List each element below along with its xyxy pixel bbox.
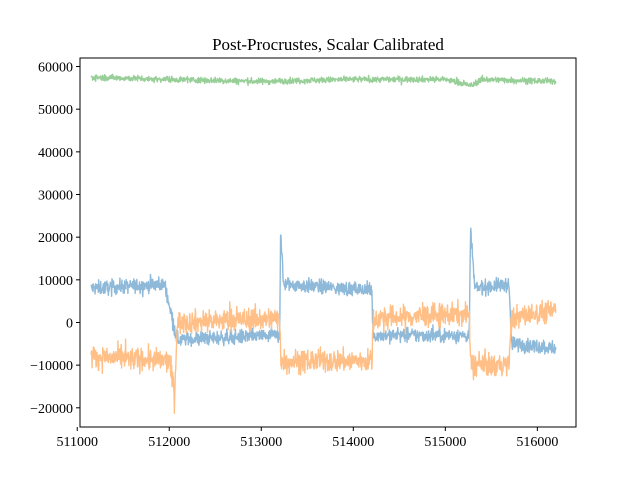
y-tick-label: 60000 xyxy=(38,61,73,76)
x-tick-label: 513000 xyxy=(240,435,282,450)
y-tick-label: 20000 xyxy=(38,231,73,246)
y-tick-label: 0 xyxy=(66,316,73,331)
plot-lines xyxy=(90,73,557,415)
y-tick-label: 40000 xyxy=(38,146,73,161)
chart-title: Post-Procrustes, Scalar Calibrated xyxy=(212,35,444,54)
x-tick-label: 515000 xyxy=(424,435,466,450)
x-axis: 511000 512000 513000 514000 515000 516000 xyxy=(56,427,558,450)
y-tick-label: 50000 xyxy=(38,103,73,118)
x-tick-label: 511000 xyxy=(56,435,97,450)
x-tick-label: 512000 xyxy=(148,435,190,450)
plot-frame xyxy=(79,57,577,428)
y-tick-label: 30000 xyxy=(38,189,73,204)
x-tick-label: 516000 xyxy=(516,435,558,450)
y-tick-label: −10000 xyxy=(30,359,73,374)
y-tick-label: −20000 xyxy=(30,402,73,417)
series-line-1 xyxy=(90,227,557,355)
y-axis: −20000 −10000 0 10000 20000 30000 40000 50000 60… xyxy=(30,61,80,417)
series-line-3 xyxy=(90,73,557,88)
x-tick-label: 514000 xyxy=(332,435,374,450)
series-line-2 xyxy=(90,298,557,415)
y-tick-label: 10000 xyxy=(38,274,73,289)
